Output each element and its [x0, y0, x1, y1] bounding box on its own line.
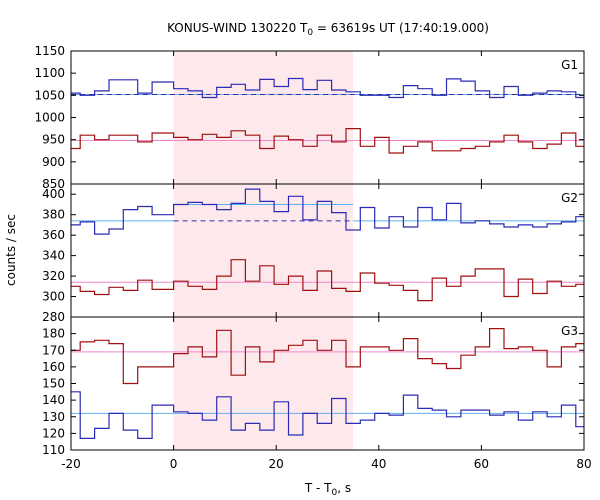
panel-g2-ytick-label-6: 400 [42, 187, 65, 201]
data-layer [71, 77, 584, 439]
panel-g1-ytick-label-0: 850 [42, 177, 65, 191]
y-axis-label: counts / sec [4, 214, 18, 286]
chart-title-subscript: 0 [307, 28, 313, 38]
panel-g2-label: G2 [561, 191, 578, 205]
xtick-label-0: -20 [61, 457, 81, 471]
background-layer [173, 51, 354, 450]
panel-g3-ytick-label-2: 130 [42, 410, 65, 424]
panel-g2-ytick-label-2: 320 [42, 269, 65, 283]
panel-g3-ytick-label-4: 150 [42, 377, 65, 391]
panel-g2-ytick-label-5: 380 [42, 208, 65, 222]
panel-g2-ytick-label-4: 360 [42, 228, 65, 242]
xtick-label-4: 60 [474, 457, 489, 471]
panel-g1-ytick-label-2: 950 [42, 133, 65, 147]
panel-g3-ytick-label-6: 170 [42, 343, 65, 357]
panel-g3-ytick-label-1: 120 [42, 426, 65, 440]
panel-g1-ytick-label-4: 1050 [34, 88, 65, 102]
panel-g2-ytick-label-3: 340 [42, 249, 65, 263]
panel-g1-label: G1 [561, 58, 578, 72]
panel-g3-label: G3 [561, 324, 578, 338]
text-layer: KONUS-WIND 130220 T0 = 63619s UT (17:40:… [4, 21, 592, 498]
chart-title-main: KONUS-WIND 130220 T [167, 21, 308, 35]
chart-title: KONUS-WIND 130220 T0 = 63619s UT (17:40:… [167, 21, 489, 38]
xtick-label-3: 40 [371, 457, 386, 471]
xtick-label-1: 0 [170, 457, 178, 471]
panel-g2-series-1-histogram [71, 259, 584, 302]
panel-g2-series-0-histogram [71, 188, 584, 235]
panel-g3-series-1-histogram [71, 328, 584, 385]
xtick-label-2: 20 [269, 457, 284, 471]
highlight-band [173, 51, 354, 450]
panel-g1-series-0-histogram [71, 77, 584, 99]
panel-g2-ytick-label-0: 280 [42, 310, 65, 324]
panel-g3-series-0-histogram [71, 391, 584, 439]
panel-g3-ytick-label-7: 180 [42, 327, 65, 341]
panel-g1-ytick-label-3: 1000 [34, 111, 65, 125]
panel-g3-ytick-label-3: 140 [42, 393, 65, 407]
panel-g1-ytick-label-5: 1100 [34, 66, 65, 80]
panel-g3-ytick-label-0: 110 [42, 443, 65, 457]
x-axis-label: T - T0, s [304, 481, 351, 498]
xtick-label-5: 80 [576, 457, 591, 471]
panel-g3-ytick-label-5: 160 [42, 360, 65, 374]
panel-g1-ytick-label-6: 1150 [34, 44, 65, 58]
panel-g2-ytick-label-1: 300 [42, 290, 65, 304]
chart-title-rest: = 63619s UT (17:40:19.000) [313, 21, 489, 35]
panel-g1-series-1-histogram [71, 128, 584, 154]
x-axis-label-main: T - T [304, 481, 332, 495]
x-axis-label-rest: , s [337, 481, 351, 495]
panel-g1-ytick-label-1: 900 [42, 155, 65, 169]
x-axis-label-subscript: 0 [332, 488, 338, 498]
frame-layer [70, 50, 585, 451]
